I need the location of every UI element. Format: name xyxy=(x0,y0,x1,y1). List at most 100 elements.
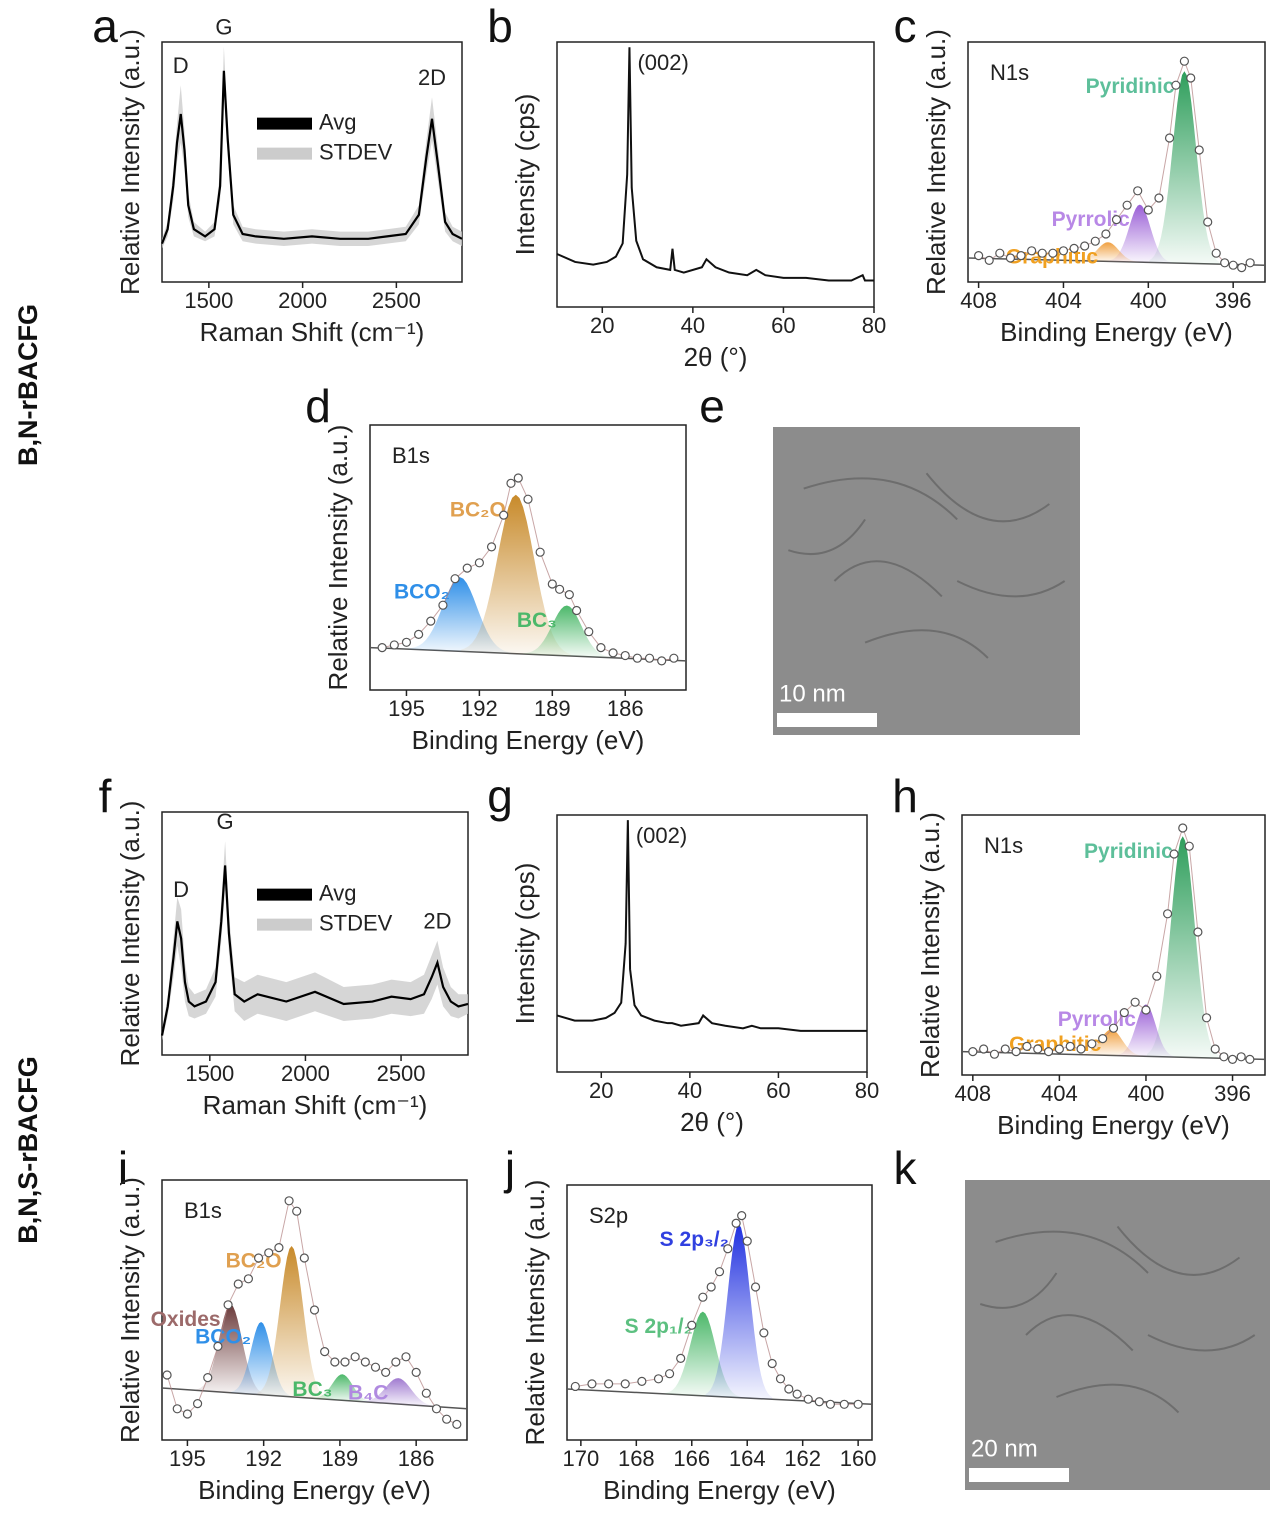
data-point xyxy=(570,1381,580,1392)
data-point xyxy=(223,1300,233,1310)
data-point xyxy=(714,1267,725,1277)
data-point xyxy=(1101,229,1111,239)
data-point xyxy=(411,1367,421,1378)
avg-line xyxy=(160,70,463,245)
data-point xyxy=(401,1352,411,1362)
x-tick-label: 40 xyxy=(681,313,705,338)
plot-frame xyxy=(369,424,687,691)
x-tick-label: 166 xyxy=(673,1446,710,1471)
component-label: Pyridinic xyxy=(1086,75,1175,98)
legend-label: Avg xyxy=(319,109,357,134)
peak-label: G xyxy=(217,809,234,834)
x-axis-title: Binding Energy (eV) xyxy=(997,1110,1230,1140)
peak-label: G xyxy=(215,15,232,40)
fit-component xyxy=(705,1224,773,1400)
x-tick-label: 186 xyxy=(398,1446,435,1471)
panel-letter: h xyxy=(892,770,918,822)
peak-label: D xyxy=(173,877,189,902)
data-point xyxy=(1119,1007,1129,1018)
data-point xyxy=(431,1404,442,1414)
data-point xyxy=(506,478,516,488)
row-label: B,N-rBACFG xyxy=(13,304,43,466)
panel-letter: k xyxy=(894,1142,918,1194)
peak-label: (002) xyxy=(636,823,687,848)
data-point xyxy=(1228,260,1238,270)
data-point xyxy=(596,642,606,653)
x-tick-label: 192 xyxy=(461,696,498,721)
plot-frame xyxy=(161,1179,468,1441)
data-point xyxy=(1058,246,1069,256)
data-point xyxy=(620,1379,630,1389)
tem-image xyxy=(773,427,1080,735)
plot-frame xyxy=(161,811,469,1056)
data-point xyxy=(523,494,533,504)
data-point xyxy=(381,1367,391,1378)
data-point xyxy=(1037,248,1047,258)
panel-letter: e xyxy=(699,380,725,432)
data-point xyxy=(584,627,594,637)
data-point xyxy=(1220,258,1230,268)
x-axis-title: Binding Energy (eV) xyxy=(603,1475,836,1505)
x-axis-title: Raman Shift (cm⁻¹) xyxy=(200,317,425,347)
data-point xyxy=(1043,1046,1054,1057)
plot-frame xyxy=(566,1184,873,1441)
y-axis-title: Intensity (cps) xyxy=(510,94,540,256)
fit-component xyxy=(1149,71,1220,265)
data-point xyxy=(1130,997,1140,1007)
y-axis-title: Relative Intensity (a.u.) xyxy=(115,29,145,295)
panel-letter: j xyxy=(503,1142,515,1194)
data-point xyxy=(1219,1052,1229,1062)
x-tick-label: 396 xyxy=(1215,288,1252,313)
data-point xyxy=(637,1376,647,1386)
data-point xyxy=(731,1218,741,1228)
data-point xyxy=(775,1374,786,1384)
fit-component xyxy=(311,1374,373,1403)
peak-label: D xyxy=(173,53,189,78)
data-point xyxy=(1016,251,1026,261)
stdev-band xyxy=(162,841,468,1041)
data-point xyxy=(452,1419,462,1430)
spectrum-label: B1s xyxy=(184,1198,222,1223)
component-label: S 2p₃/₂ xyxy=(660,1228,729,1251)
x-tick-label: 2500 xyxy=(372,288,421,313)
x-axis-title: Raman Shift (cm⁻¹) xyxy=(203,1090,428,1120)
xrd-line xyxy=(556,47,874,282)
component-label: S 2p₁/₂ xyxy=(625,1315,693,1338)
plot-frame xyxy=(161,41,463,283)
data-point xyxy=(1154,193,1164,203)
data-point xyxy=(1164,133,1175,143)
data-point xyxy=(1210,1044,1220,1054)
fit-component xyxy=(523,605,611,658)
data-point xyxy=(162,1370,172,1380)
x-tick-label: 20 xyxy=(590,313,614,338)
x-tick-label: 195 xyxy=(388,696,425,721)
panel-letter: f xyxy=(99,770,112,822)
data-point xyxy=(1178,823,1188,833)
x-tick-label: 189 xyxy=(534,696,571,721)
tem-image xyxy=(965,1180,1270,1490)
data-point xyxy=(995,248,1005,258)
data-point xyxy=(657,656,667,666)
data-point xyxy=(759,1328,769,1338)
data-point xyxy=(426,616,436,626)
data-point xyxy=(1027,246,1037,256)
image-texture xyxy=(979,1225,1256,1414)
x-tick-label: 396 xyxy=(1214,1081,1251,1106)
image-texture xyxy=(788,472,1066,659)
panel-letter: i xyxy=(118,1142,128,1194)
spectrum-label: N1s xyxy=(984,833,1023,858)
y-axis-title: Relative Intensity (a.u.) xyxy=(115,801,145,1067)
data-point xyxy=(391,1357,401,1367)
data-point xyxy=(723,1244,733,1254)
data-point xyxy=(274,1242,284,1253)
data-point xyxy=(474,558,484,568)
data-point xyxy=(213,1341,223,1352)
x-tick-label: 80 xyxy=(862,313,886,338)
fit-component xyxy=(1116,1004,1176,1058)
data-point xyxy=(587,1379,597,1389)
data-point xyxy=(340,1357,350,1367)
component-label: BCO₂ xyxy=(195,1326,251,1349)
x-tick-label: 408 xyxy=(954,1081,991,1106)
data-point xyxy=(1237,263,1247,273)
